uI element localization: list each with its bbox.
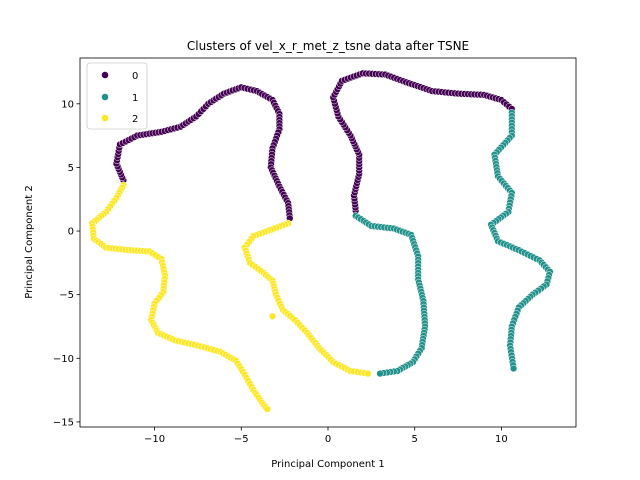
y-tick-label: −15 (53, 417, 74, 428)
legend-label-2: 2 (132, 114, 138, 125)
legend-label-1: 1 (132, 93, 138, 104)
series-2 (88, 181, 372, 413)
data-point (263, 405, 271, 413)
series-1 (352, 109, 554, 378)
x-tick-label: 10 (495, 434, 508, 445)
data-point (268, 312, 277, 320)
data-point (364, 369, 372, 378)
x-tick-label: −5 (234, 434, 249, 445)
x-axis-label: Principal Component 1 (271, 459, 384, 470)
legend-marker-0 (101, 71, 109, 79)
x-tick-label: 0 (325, 434, 331, 445)
x-tick-label: 5 (412, 434, 418, 445)
legend: 0 1 2 (86, 62, 148, 130)
chart-title: Clusters of vel_x_r_met_z_tsne data afte… (187, 39, 469, 53)
legend-marker-1 (101, 93, 109, 101)
legend-label-0: 0 (132, 71, 138, 82)
plot-area (80, 58, 576, 427)
y-tick-label: −5 (59, 290, 74, 301)
data-point (376, 369, 384, 378)
y-tick-label: 10 (61, 99, 74, 110)
y-axis-label: Principal Component 2 (24, 185, 35, 298)
y-tick-label: 0 (68, 227, 74, 238)
x-tick-label: −10 (144, 434, 165, 445)
legend-box (86, 62, 148, 130)
plot-frame (79, 57, 577, 428)
data-point (509, 364, 518, 373)
series-0 (112, 69, 516, 222)
y-tick-label: −10 (53, 354, 74, 365)
data-points (88, 69, 554, 413)
y-tick-label: 5 (68, 163, 74, 174)
legend-marker-2 (101, 114, 109, 122)
axes: −10 −5 0 5 10 −15 −10 −5 0 5 10 (53, 99, 508, 445)
